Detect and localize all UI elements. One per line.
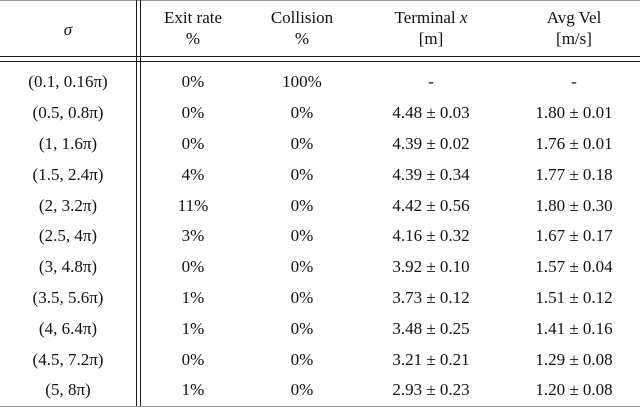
col-header-exit-rate: Exit rate % [136,0,250,67]
cell-avg-vel: 1.51 ± 0.12 [535,287,613,307]
cell-collision: 0% [290,349,314,369]
cell-terminal-x: 4.48 ± 0.03 [392,103,470,123]
sigma-symbol: σ [63,20,73,39]
cell-exit-rate: 4% [181,164,205,184]
cell-terminal-x: 4.16 ± 0.32 [392,226,470,246]
col-header-avg-vel: Avg Vel [m/s] [508,0,640,67]
cell-sigma: (5, 8π) [45,380,91,400]
table-top-rule [0,0,640,1]
cell-terminal-x: 3.73 ± 0.12 [392,287,470,307]
col-header-sigma: σ [0,0,136,67]
cell-sigma: (2.5, 4π) [38,226,98,246]
col-header-collision: Collision % [250,0,354,67]
cell-exit-rate: 3% [181,226,205,246]
cell-terminal-x: 4.39 ± 0.02 [392,133,470,153]
table-row: (4, 6.4π) 1% 0% 3.48 ± 0.25 1.41 ± 0.16 [0,313,640,344]
cell-exit-rate: 0% [181,72,205,92]
header-row: σ Exit rate % Collision % Terminal x [m]… [0,0,640,67]
cell-collision: 0% [290,380,314,400]
cell-collision: 0% [290,287,314,307]
cell-exit-rate: 0% [181,103,205,123]
table-row: (3, 4.8π) 0% 0% 3.92 ± 0.10 1.57 ± 0.04 [0,252,640,283]
col-header-exit-rate-line1: Exit rate [163,8,223,27]
table-row: (5, 8π) 1% 0% 2.93 ± 0.23 1.20 ± 0.08 [0,375,640,406]
cell-avg-vel: 1.20 ± 0.08 [535,380,613,400]
cell-terminal-x: 3.48 ± 0.25 [392,318,470,338]
col-header-exit-rate-line2: % [185,29,201,48]
cell-terminal-x: - [428,72,434,92]
terminal-label: Terminal [394,8,456,27]
cell-collision: 0% [290,257,314,277]
cell-sigma: (0.5, 0.8π) [32,103,104,123]
col-header-avg-vel-line2: [m/s] [556,29,592,48]
cell-collision: 0% [290,226,314,246]
table-row: (1.5, 2.4π) 4% 0% 4.39 ± 0.34 1.77 ± 0.1… [0,159,640,190]
cell-terminal-x: 3.92 ± 0.10 [392,257,470,277]
cell-avg-vel: 1.29 ± 0.08 [535,349,613,369]
col-header-collision-line2: % [294,29,310,48]
table-row: (0.5, 0.8π) 0% 0% 4.48 ± 0.03 1.80 ± 0.0… [0,98,640,129]
cell-sigma: (1, 1.6π) [38,133,98,153]
table-row: (2.5, 4π) 3% 0% 4.16 ± 0.32 1.67 ± 0.17 [0,221,640,252]
col-header-terminal-x: Terminal x [m] [354,0,508,67]
cell-avg-vel: 1.67 ± 0.17 [535,226,613,246]
cell-avg-vel: 1.80 ± 0.30 [535,195,613,215]
table-row: (0.1, 0.16π) 0% 100% - - [0,67,640,98]
col-header-terminal-x-line1: Terminal x [354,7,508,28]
cell-terminal-x: 4.39 ± 0.34 [392,164,470,184]
cell-sigma: (4.5, 7.2π) [32,349,104,369]
col-header-collision-line1: Collision [270,8,334,27]
cell-sigma: (3.5, 5.6π) [32,287,104,307]
cell-collision: 0% [290,164,314,184]
cell-sigma: (2, 3.2π) [38,195,98,215]
cell-avg-vel: 1.80 ± 0.01 [535,103,613,123]
x-symbol: x [459,8,468,27]
cell-avg-vel: 1.76 ± 0.01 [535,133,613,153]
table-bottom-rule [0,405,640,407]
cell-exit-rate: 1% [181,318,205,338]
table-row: (2, 3.2π) 11% 0% 4.42 ± 0.56 1.80 ± 0.30 [0,190,640,221]
table-body: (0.1, 0.16π) 0% 100% - - (0.5, 0.8π) 0% … [0,67,640,406]
table-row: (3.5, 5.6π) 1% 0% 3.73 ± 0.12 1.51 ± 0.1… [0,283,640,314]
col-header-avg-vel-line1: Avg Vel [546,8,602,27]
cell-exit-rate: 0% [181,349,205,369]
cell-terminal-x: 3.21 ± 0.21 [392,349,470,369]
cell-terminal-x: 2.93 ± 0.23 [392,380,470,400]
cell-exit-rate: 0% [181,257,205,277]
cell-avg-vel: 1.57 ± 0.04 [535,257,613,277]
cell-sigma: (4, 6.4π) [38,318,98,338]
table-header: σ Exit rate % Collision % Terminal x [m]… [0,0,640,67]
table-row: (1, 1.6π) 0% 0% 4.39 ± 0.02 1.76 ± 0.01 [0,129,640,160]
cell-collision: 0% [290,318,314,338]
header-double-rule [0,56,640,62]
cell-collision: 0% [290,133,314,153]
cell-avg-vel: - [571,72,577,92]
table-row: (4.5, 7.2π) 0% 0% 3.21 ± 0.21 1.29 ± 0.0… [0,344,640,375]
cell-collision: 100% [282,72,322,92]
cell-terminal-x: 4.42 ± 0.56 [392,195,470,215]
cell-exit-rate: 11% [177,195,209,215]
column-divider-double-rule [136,0,141,406]
cell-exit-rate: 0% [181,133,205,153]
cell-sigma: (1.5, 2.4π) [32,164,104,184]
cell-avg-vel: 1.41 ± 0.16 [535,318,613,338]
cell-collision: 0% [290,103,314,123]
col-header-terminal-x-line2: [m] [418,29,444,48]
cell-collision: 0% [290,195,314,215]
cell-sigma: (0.1, 0.16π) [28,72,108,92]
cell-sigma: (3, 4.8π) [38,257,98,277]
cell-exit-rate: 1% [181,380,205,400]
cell-avg-vel: 1.77 ± 0.18 [535,164,613,184]
cell-exit-rate: 1% [181,287,205,307]
